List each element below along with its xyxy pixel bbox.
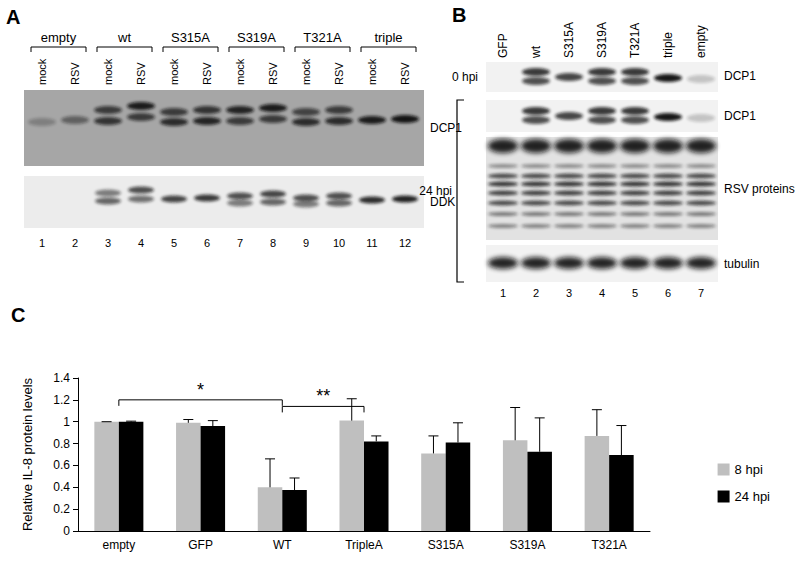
svg-text:mock: mock <box>300 58 312 85</box>
svg-text:RSV: RSV <box>201 62 213 85</box>
svg-text:0.8: 0.8 <box>53 437 70 451</box>
svg-text:tubulin: tubulin <box>724 257 759 271</box>
svg-text:8 hpi: 8 hpi <box>735 462 763 477</box>
svg-text:RSV: RSV <box>135 62 147 85</box>
svg-text:mock: mock <box>36 58 48 85</box>
svg-text:1: 1 <box>63 415 70 429</box>
svg-text:mock: mock <box>234 58 246 85</box>
svg-text:8: 8 <box>270 237 276 249</box>
svg-text:S319A: S319A <box>509 538 545 552</box>
svg-text:empty: empty <box>694 25 708 58</box>
svg-text:1: 1 <box>500 287 506 299</box>
svg-text:4: 4 <box>599 287 605 299</box>
svg-text:S319A: S319A <box>237 30 276 45</box>
svg-text:S315A: S315A <box>562 22 576 58</box>
svg-text:S315A: S315A <box>171 30 210 45</box>
svg-text:24 hpi: 24 hpi <box>735 489 771 504</box>
svg-text:wt: wt <box>529 45 543 59</box>
svg-text:2: 2 <box>533 287 539 299</box>
svg-text:mock: mock <box>168 58 180 85</box>
svg-text:WT: WT <box>273 538 292 552</box>
svg-text:0.4: 0.4 <box>53 480 70 494</box>
svg-text:TripleA: TripleA <box>345 538 383 552</box>
svg-text:4: 4 <box>138 237 144 249</box>
svg-text:*: * <box>197 380 204 400</box>
svg-text:RSV: RSV <box>399 62 411 85</box>
svg-text:9: 9 <box>303 237 309 249</box>
svg-text:6: 6 <box>204 237 210 249</box>
svg-text:GFP: GFP <box>188 538 213 552</box>
svg-text:RSV: RSV <box>69 62 81 85</box>
svg-text:6: 6 <box>665 287 671 299</box>
svg-text:5: 5 <box>171 237 177 249</box>
svg-text:10: 10 <box>333 237 345 249</box>
svg-text:empty: empty <box>41 30 77 45</box>
svg-text:0.2: 0.2 <box>53 502 70 516</box>
svg-text:S319A: S319A <box>595 22 609 58</box>
svg-text:triple: triple <box>374 30 402 45</box>
svg-text:T321A: T321A <box>628 23 642 58</box>
svg-text:5: 5 <box>632 287 638 299</box>
svg-text:GFP: GFP <box>496 33 510 58</box>
svg-text:A: A <box>6 6 20 28</box>
svg-text:DCP1: DCP1 <box>724 109 756 123</box>
svg-text:mock: mock <box>366 58 378 85</box>
svg-text:T321A: T321A <box>303 30 342 45</box>
svg-text:empty: empty <box>103 538 136 552</box>
svg-text:wt: wt <box>117 30 131 45</box>
svg-text:DDK: DDK <box>430 195 455 209</box>
svg-text:mock: mock <box>102 58 114 85</box>
svg-text:3: 3 <box>105 237 111 249</box>
svg-text:C: C <box>11 304 25 326</box>
svg-text:DCP1: DCP1 <box>430 121 462 135</box>
svg-text:1.2: 1.2 <box>53 393 70 407</box>
svg-text:S315A: S315A <box>428 538 464 552</box>
svg-text:triple: triple <box>661 32 675 58</box>
svg-text:0: 0 <box>63 524 70 538</box>
svg-text:1: 1 <box>39 237 45 249</box>
svg-text:3: 3 <box>566 287 572 299</box>
svg-text:11: 11 <box>366 237 377 249</box>
svg-text:RSV proteins: RSV proteins <box>724 182 795 196</box>
svg-text:RSV: RSV <box>267 62 279 85</box>
svg-text:24 hpi: 24 hpi <box>419 184 452 198</box>
svg-text:B: B <box>452 4 466 26</box>
svg-text:Relative IL-8 protein levels: Relative IL-8 protein levels <box>20 377 35 531</box>
svg-text:RSV: RSV <box>333 62 345 85</box>
svg-text:DCP1: DCP1 <box>724 69 756 83</box>
svg-text:1.4: 1.4 <box>53 371 70 385</box>
svg-text:7: 7 <box>698 287 704 299</box>
svg-text:2: 2 <box>72 237 78 249</box>
svg-text:0.6: 0.6 <box>53 458 70 472</box>
svg-text:T321A: T321A <box>591 538 626 552</box>
svg-text:7: 7 <box>237 237 243 249</box>
svg-text:0 hpi: 0 hpi <box>452 70 478 84</box>
svg-text:**: ** <box>316 386 330 406</box>
svg-text:12: 12 <box>399 237 411 249</box>
